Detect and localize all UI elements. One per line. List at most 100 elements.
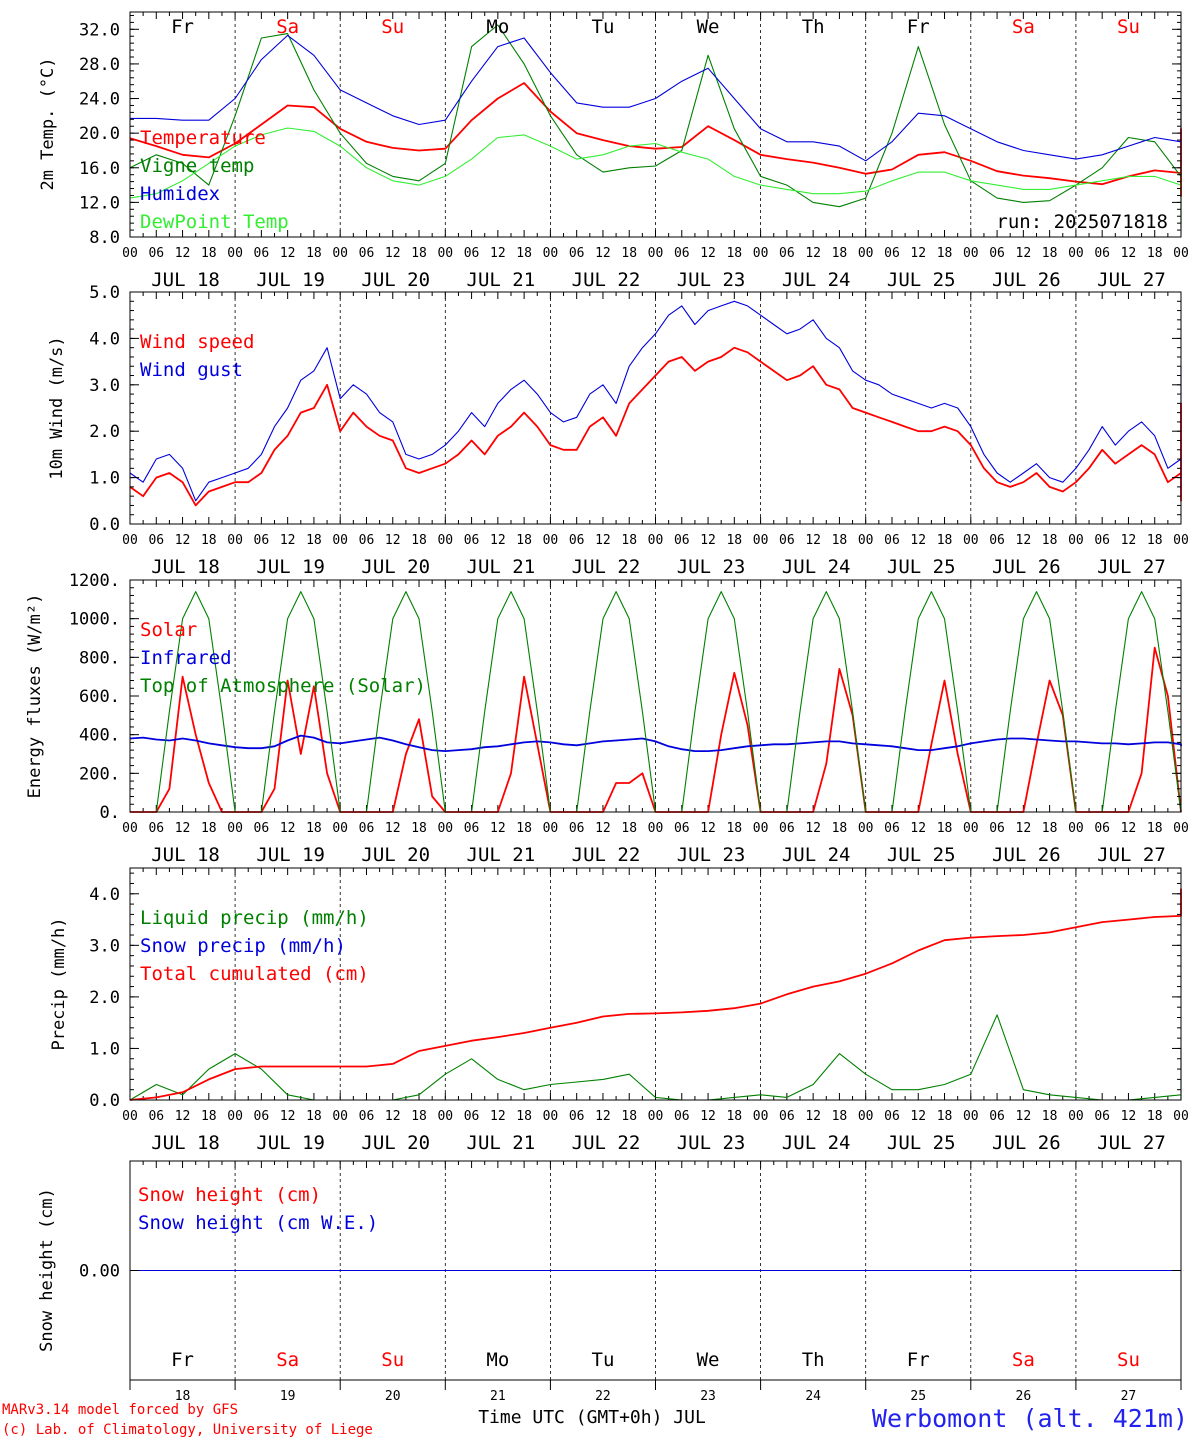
y-tick-label: 1200. — [69, 571, 120, 591]
y-tick-label: 2.0 — [89, 422, 120, 442]
hour-tick-label: 18 — [411, 1109, 427, 1124]
hour-tick-label: 00 — [1173, 1109, 1189, 1124]
snow-legend-0: Snow height (cm) — [138, 1184, 321, 1206]
hour-tick-label: 06 — [569, 821, 585, 836]
precip-panel: 0.0 1.0 2.0 3.0 4.0 00 06 12 18 JUL 18 00 06 12 18 JU… — [49, 867, 1189, 1154]
y-tick-label: 28.0 — [79, 55, 120, 75]
day-abbr-bottom: Sa — [276, 1349, 299, 1371]
day-abbr-top: Mo — [486, 16, 509, 38]
day-abbr-bottom: Mo — [486, 1349, 509, 1371]
day-date-label: JUL 25 — [887, 1132, 956, 1154]
hour-tick-label: 06 — [464, 246, 480, 261]
hour-tick-label: 06 — [884, 533, 900, 548]
y-tick-label: 0. — [100, 803, 120, 823]
hour-tick-label: 06 — [569, 246, 585, 261]
hour-tick-label: 06 — [779, 533, 795, 548]
precip-legend-2: Total cumulated (cm) — [140, 963, 369, 985]
day-date-label: JUL 19 — [256, 1132, 325, 1154]
y-tick-label: 5.0 — [89, 283, 120, 303]
hour-tick-label: 12 — [175, 1109, 191, 1124]
day-date-label: JUL 22 — [572, 1132, 641, 1154]
hour-tick-label: 00 — [437, 246, 453, 261]
hour-tick-label: 00 — [332, 246, 348, 261]
hour-tick-label: 00 — [1068, 533, 1084, 548]
y-tick-label: 3.0 — [89, 936, 120, 956]
hour-tick-label: 00 — [227, 821, 243, 836]
precip-x-ticks: 00 06 12 18 JUL 18 00 06 12 18 JUL 19 00 06 12 18 JUL … — [122, 1109, 1189, 1154]
hour-tick-label: 18 — [726, 1109, 742, 1124]
precip-legend-0: Liquid precip (mm/h) — [140, 907, 369, 929]
hour-tick-label: 18 — [937, 1109, 953, 1124]
hour-tick-label: 00 — [122, 246, 138, 261]
day-number-label: 24 — [805, 1389, 821, 1404]
run-label: run: 2025071818 — [996, 211, 1168, 233]
day-date-label: JUL 23 — [677, 269, 746, 291]
hour-tick-label: 18 — [1042, 821, 1058, 836]
day-date-label: JUL 27 — [1097, 1132, 1166, 1154]
hour-tick-label: 12 — [805, 533, 821, 548]
temperature-legend-2: Humidex — [140, 183, 220, 205]
hour-tick-label: 12 — [910, 821, 926, 836]
hour-tick-label: 18 — [937, 533, 953, 548]
hour-tick-label: 00 — [858, 246, 874, 261]
temperature-plot-frame — [129, 11, 1182, 238]
day-date-label: JUL 18 — [151, 1132, 220, 1154]
hour-tick-label: 00 — [858, 533, 874, 548]
energy-legend-0: Solar — [140, 619, 197, 641]
day-date-label: JUL 20 — [361, 1132, 430, 1154]
hour-tick-label: 18 — [621, 821, 637, 836]
day-date-label: JUL 26 — [992, 844, 1061, 866]
hour-tick-label: 00 — [753, 1109, 769, 1124]
energy-y-ticks: 0. 200. 400. 600. 800. 1000. 1200. — [69, 571, 1181, 823]
day-number-label: 25 — [910, 1389, 926, 1404]
day-date-label: JUL 19 — [256, 556, 325, 578]
hour-tick-label: 12 — [595, 246, 611, 261]
hour-tick-label: 00 — [122, 1109, 138, 1124]
hour-tick-label: 06 — [779, 246, 795, 261]
hour-tick-label: 12 — [385, 533, 401, 548]
hour-tick-label: 00 — [437, 533, 453, 548]
wind-panel: 0.0 1.0 2.0 3.0 4.0 5.0 00 06 12 18 JUL 18 00 06 12 1… — [47, 283, 1189, 578]
hour-tick-label: 06 — [569, 1109, 585, 1124]
day-abbr-top: We — [697, 16, 720, 38]
hour-tick-label: 12 — [1121, 533, 1137, 548]
footer-lab-credit: (c) Lab. of Climatology, University of L… — [2, 1422, 373, 1438]
hour-tick-label: 12 — [700, 533, 716, 548]
energy-legend-2: Top of Atmosphere (Solar) — [140, 675, 426, 697]
hour-tick-label: 18 — [726, 821, 742, 836]
day-abbr-top: Fr — [171, 16, 194, 38]
hour-tick-label: 12 — [910, 533, 926, 548]
hour-tick-label: 00 — [543, 246, 559, 261]
hour-tick-label: 06 — [254, 1109, 270, 1124]
hour-tick-label: 18 — [1147, 246, 1163, 261]
hour-tick-label: 00 — [963, 246, 979, 261]
hour-tick-label: 18 — [516, 533, 532, 548]
hour-tick-label: 06 — [674, 533, 690, 548]
day-number-label: 26 — [1016, 1389, 1032, 1404]
hour-tick-label: 12 — [280, 533, 296, 548]
hour-tick-label: 12 — [1121, 246, 1137, 261]
hour-tick-label: 06 — [674, 821, 690, 836]
hour-tick-label: 18 — [306, 246, 322, 261]
day-abbr-top: Th — [802, 16, 825, 38]
hour-tick-label: 06 — [148, 246, 164, 261]
hour-tick-label: 00 — [858, 1109, 874, 1124]
wind-y-axis-label: 10m Wind (m/s) — [47, 336, 67, 479]
hour-tick-label: 00 — [963, 1109, 979, 1124]
day-date-label: JUL 24 — [782, 1132, 851, 1154]
hour-tick-label: 18 — [832, 1109, 848, 1124]
day-abbr-top: Su — [381, 16, 404, 38]
hour-tick-label: 06 — [148, 821, 164, 836]
day-abbr-bottom: Fr — [907, 1349, 930, 1371]
day-date-label: JUL 27 — [1097, 269, 1166, 291]
hour-tick-label: 12 — [1121, 821, 1137, 836]
y-tick-label: 12.0 — [79, 193, 120, 213]
hour-tick-label: 12 — [1016, 533, 1032, 548]
temperature-legend-3: DewPoint Temp — [140, 211, 289, 233]
day-date-label: JUL 27 — [1097, 844, 1166, 866]
day-date-label: JUL 21 — [467, 1132, 536, 1154]
hour-tick-label: 00 — [227, 1109, 243, 1124]
y-tick-label: 600. — [79, 687, 120, 707]
day-abbr-bottom: Su — [1117, 1349, 1140, 1371]
hour-tick-label: 00 — [1068, 821, 1084, 836]
